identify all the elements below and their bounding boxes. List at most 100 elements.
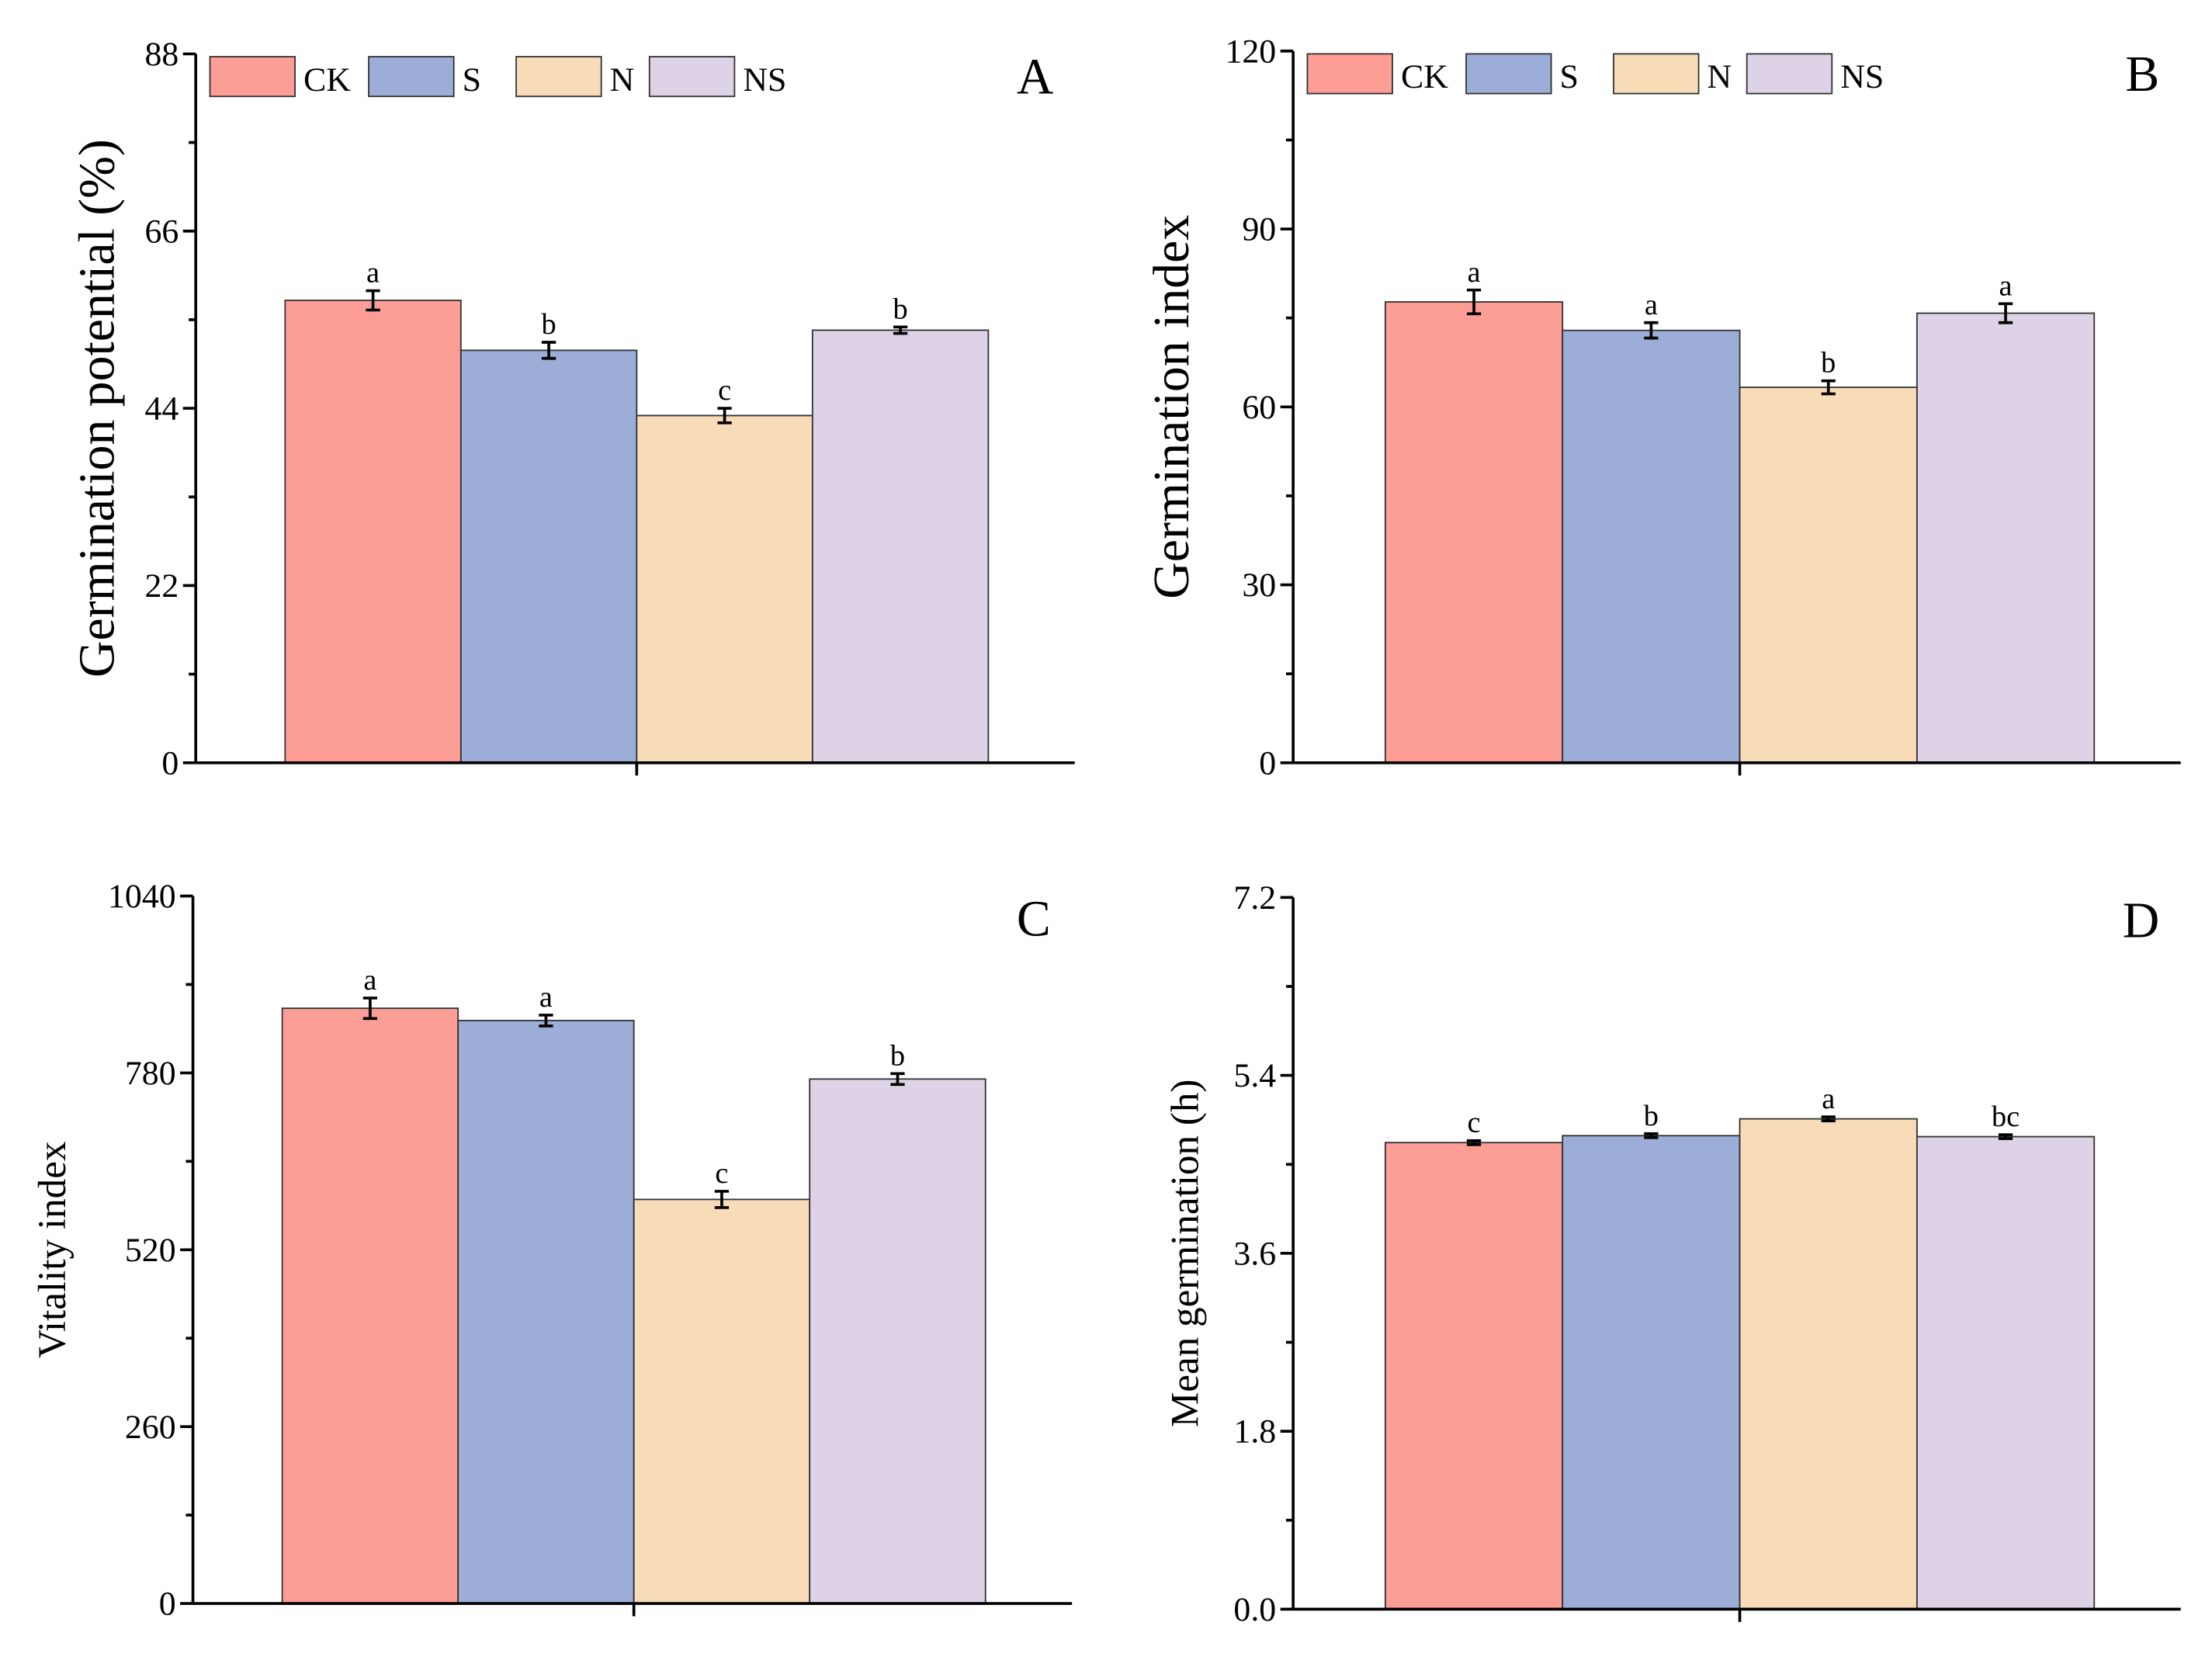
legend-item-ck: CK — [209, 56, 351, 99]
error-bar-s — [541, 341, 556, 360]
error-bar-ns — [890, 1072, 905, 1087]
bar-ck — [281, 1007, 459, 1604]
y-tick-label: 260 — [125, 1409, 176, 1446]
legend-label: CK — [1401, 58, 1448, 95]
significance-label: c — [715, 1157, 728, 1190]
legend-swatch-n — [1613, 53, 1700, 95]
legend-swatch-ck — [1306, 53, 1393, 95]
panel-a: a b c b 0 22 44 66 88 Germination potential (%) A C… — [68, 36, 1075, 782]
y-tick-label: 0 — [161, 744, 179, 782]
y-tick-label: 0 — [1259, 744, 1276, 782]
error-bar-ns — [1998, 302, 2013, 324]
significance-label: a — [539, 981, 553, 1014]
error-bar-s — [1644, 1132, 1659, 1139]
error-bar-ck — [366, 289, 380, 312]
legend-item-n: N — [1613, 53, 1732, 95]
significance-label: b — [541, 308, 556, 341]
legend-swatch-n — [515, 56, 602, 98]
significance-label: c — [1468, 1107, 1481, 1139]
panel-letter: D — [2123, 892, 2159, 948]
significance-label: c — [718, 374, 731, 407]
y-tick-label: 520 — [125, 1232, 176, 1269]
bar-ns — [809, 1078, 986, 1604]
y-tick-label: 120 — [1225, 33, 1276, 70]
legend-swatch-ns — [648, 56, 736, 98]
significance-label: a — [1645, 289, 1658, 321]
y-tick-label: 88 — [144, 36, 179, 73]
y-tick-label: 3.6 — [1233, 1235, 1276, 1272]
legend: CK S N NS — [209, 56, 786, 99]
legend-label: NS — [1840, 58, 1884, 95]
y-tick-label: 90 — [1242, 211, 1276, 248]
bar-s — [459, 349, 638, 764]
bar-ck — [1384, 1142, 1564, 1610]
bar-ck — [284, 300, 462, 764]
significance-label: b — [890, 1039, 905, 1072]
error-bar-ns — [893, 325, 908, 335]
panel-letter: B — [2125, 46, 2159, 102]
error-bar-s — [1644, 321, 1659, 340]
error-bar-n — [714, 1190, 730, 1209]
panel-d: c b a bc 0.0 1.8 3.6 5.4 7.2 Mean germination (h)… — [1163, 879, 2181, 1628]
y-tick-label: 30 — [1242, 567, 1276, 604]
bar-s — [1562, 1135, 1741, 1610]
significance-label: a — [1468, 256, 1481, 289]
significance-label: b — [1821, 347, 1836, 380]
significance-label: a — [1822, 1083, 1835, 1115]
bar-ns — [1916, 1135, 2096, 1610]
y-axis-label: Mean germination (h) — [1163, 1080, 1208, 1428]
y-tick-label: 780 — [125, 1055, 176, 1092]
significance-label: bc — [1992, 1101, 2020, 1133]
y-tick-label: 44 — [144, 390, 179, 428]
significance-label: a — [363, 964, 376, 997]
y-tick-label: 60 — [1242, 389, 1276, 426]
legend-label: N — [1708, 58, 1732, 95]
legend-item-ck: CK — [1306, 53, 1448, 95]
bar-n — [636, 414, 813, 764]
legend-label: N — [610, 61, 635, 99]
error-bar-ck — [1466, 288, 1482, 316]
legend-label: NS — [743, 61, 786, 99]
legend-item-s: S — [368, 56, 481, 99]
error-bar-s — [539, 1014, 553, 1028]
legend: CK S N NS — [1306, 53, 1884, 95]
error-bar-n — [1821, 379, 1836, 396]
bar-n — [1739, 1118, 1918, 1610]
bar-n — [1739, 387, 1918, 764]
significance-label: b — [1644, 1100, 1659, 1132]
legend-swatch-ck — [209, 56, 296, 98]
panel-c: a a c b 0 260 520 780 1040 Vitality index C — [30, 878, 1073, 1623]
bar-ck — [1384, 301, 1564, 764]
error-bar-ck — [362, 997, 378, 1021]
error-bar-ck — [1466, 1139, 1482, 1146]
panel-letter: A — [1017, 49, 1053, 106]
y-tick-label: 22 — [144, 567, 179, 605]
legend-swatch-s — [368, 56, 455, 98]
y-tick-label: 1040 — [108, 878, 176, 915]
significance-label: a — [1999, 269, 2013, 302]
bar-ns — [811, 329, 990, 764]
y-tick-label: 7.2 — [1233, 879, 1276, 917]
legend-label: CK — [303, 61, 351, 99]
legend-swatch-s — [1465, 53, 1552, 95]
legend-item-n: N — [515, 56, 635, 99]
y-tick-label: 1.8 — [1233, 1413, 1276, 1451]
y-axis-label: Germination potential (%) — [68, 139, 125, 678]
legend-item-s: S — [1465, 53, 1579, 95]
y-tick-label: 5.4 — [1233, 1057, 1276, 1094]
legend-label: S — [463, 61, 481, 99]
error-bar-n — [1821, 1115, 1836, 1123]
y-tick-label: 0.0 — [1233, 1591, 1276, 1628]
bar-s — [457, 1019, 635, 1604]
y-axis-label: Germination index — [1143, 215, 1200, 599]
error-bar-ns — [1998, 1133, 2013, 1140]
legend-swatch-ns — [1746, 53, 1833, 95]
error-bar-n — [717, 407, 732, 425]
panel-b: a a b a 0 30 60 90 120 Germination index B CK S N NS — [1143, 33, 2181, 782]
significance-label: b — [893, 293, 908, 325]
legend-item-ns: NS — [648, 56, 786, 99]
legend-item-ns: NS — [1746, 53, 1884, 95]
y-axis-label: Vitality index — [30, 1142, 75, 1359]
